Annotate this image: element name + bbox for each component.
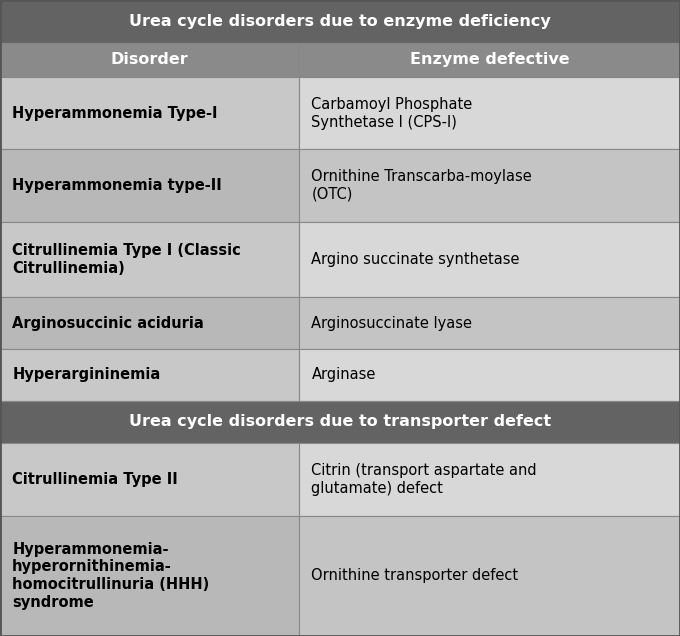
Bar <box>0 43 299 77</box>
Text: Urea cycle disorders due to transporter defect: Urea cycle disorders due to transporter … <box>129 415 551 429</box>
Bar <box>299 43 680 77</box>
Text: Citrullinemia Type I (Classic: Citrullinemia Type I (Classic <box>12 243 241 258</box>
Bar <box>0 443 299 516</box>
Text: Urea cycle disorders due to enzyme deficiency: Urea cycle disorders due to enzyme defic… <box>129 14 551 29</box>
Text: Disorder: Disorder <box>111 52 188 67</box>
Text: syndrome: syndrome <box>12 595 94 610</box>
Text: Hyperammonemia Type-I: Hyperammonemia Type-I <box>12 106 218 121</box>
Text: (OTC): (OTC) <box>311 187 353 202</box>
Bar <box>299 298 680 349</box>
Text: Arginosuccinate lyase: Arginosuccinate lyase <box>311 315 473 331</box>
Bar <box>0 149 299 221</box>
Text: Argino succinate synthetase: Argino succinate synthetase <box>311 252 520 267</box>
Text: Ornithine transporter defect: Ornithine transporter defect <box>311 569 519 583</box>
Text: Citrullinemia Type II: Citrullinemia Type II <box>12 472 178 487</box>
Bar <box>0 77 299 149</box>
Text: Arginase: Arginase <box>311 367 376 382</box>
Text: Carbamoyl Phosphate: Carbamoyl Phosphate <box>311 97 473 112</box>
Bar <box>0 349 299 401</box>
Bar <box>0 0 680 43</box>
Text: Citrin (transport aspartate and: Citrin (transport aspartate and <box>311 463 537 478</box>
Bar <box>0 516 299 636</box>
Bar <box>0 401 680 443</box>
Bar <box>0 298 299 349</box>
Bar <box>299 349 680 401</box>
Text: Citrullinemia): Citrullinemia) <box>12 261 125 276</box>
Bar <box>299 516 680 636</box>
Text: Ornithine Transcarba-moylase: Ornithine Transcarba-moylase <box>311 169 532 184</box>
Text: glutamate) defect: glutamate) defect <box>311 481 443 496</box>
Bar <box>299 443 680 516</box>
Text: hyperornithinemia-: hyperornithinemia- <box>12 560 172 574</box>
Text: Synthetase I (CPS-I): Synthetase I (CPS-I) <box>311 114 458 130</box>
Text: homocitrullinuria (HHH): homocitrullinuria (HHH) <box>12 577 209 592</box>
Bar <box>0 221 299 298</box>
Text: Hyperargininemia: Hyperargininemia <box>12 367 160 382</box>
Text: Hyperammonemia type-II: Hyperammonemia type-II <box>12 178 222 193</box>
Bar <box>299 221 680 298</box>
Text: Arginosuccinic aciduria: Arginosuccinic aciduria <box>12 315 204 331</box>
Text: Enzyme defective: Enzyme defective <box>410 52 569 67</box>
Text: Hyperammonemia-: Hyperammonemia- <box>12 542 169 556</box>
Bar <box>299 149 680 221</box>
Bar <box>299 77 680 149</box>
